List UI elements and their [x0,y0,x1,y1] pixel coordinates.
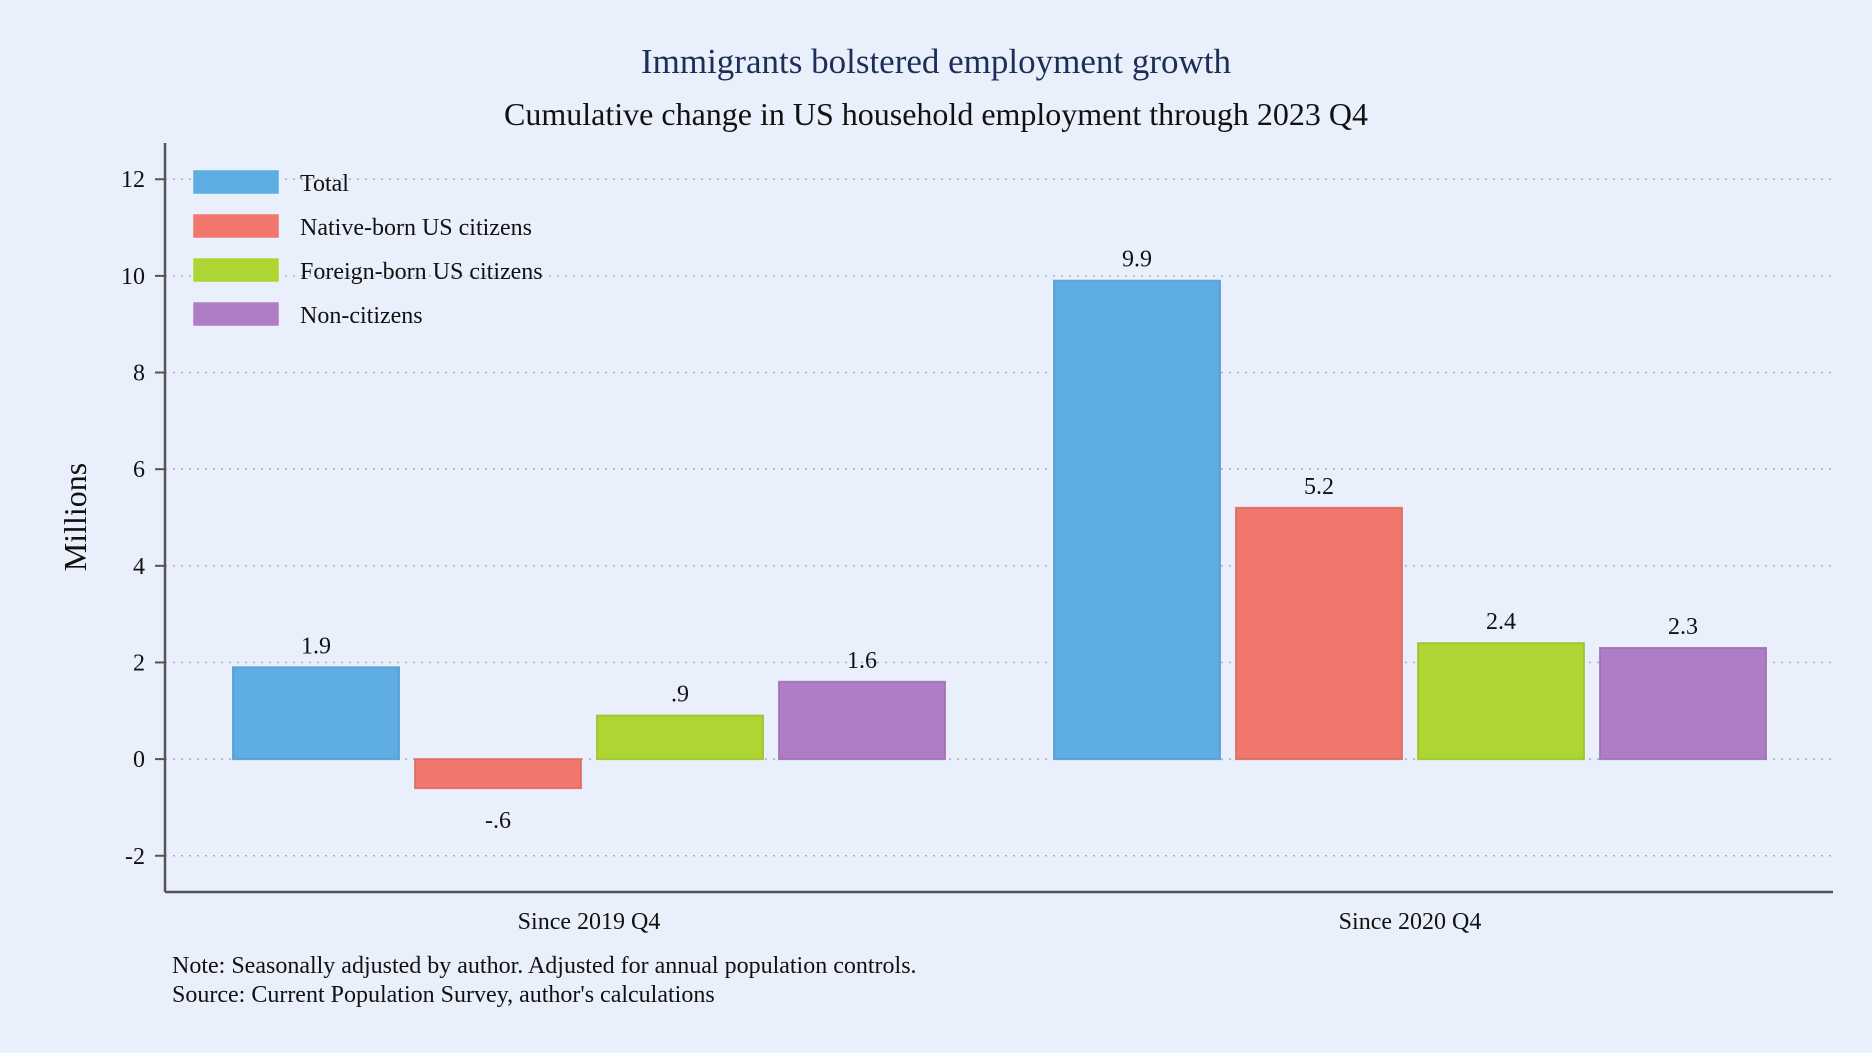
bar-outline [1053,279,1221,761]
y-tick-label: 4 [133,554,145,580]
legend-label: Total [300,171,349,197]
legend-swatch [193,258,279,282]
bar-outline [414,758,582,790]
bar-foreign-born-us-citizens-1 [596,714,764,761]
data-label: 2.3 [1668,614,1698,640]
bar-total-1 [232,666,400,761]
bar-native-born-us-citizens-1 [414,758,582,790]
data-label: .9 [671,682,689,708]
x-category-label: Since 2019 Q4 [518,909,661,935]
bar-outline [1235,506,1403,761]
data-label: -.6 [485,808,511,834]
legend-swatch [193,214,279,238]
legend: Total Native-born US citizens Foreign-born… [193,170,543,329]
y-axis-ticks: -2 0 2 4 6 8 10 12 [121,167,165,870]
y-tick-label: 12 [121,167,145,193]
legend-label: Foreign-born US citizens [300,259,543,285]
data-labels: 1.9 -.6 .9 1.6 9.9 5.2 2.4 2.3 [301,247,1698,834]
bar-outline [778,680,946,761]
source-text: Source: Current Population Survey, autho… [172,982,715,1008]
y-axis-label: Millions [57,463,93,571]
legend-swatch [193,302,279,326]
data-label: 1.6 [847,648,877,674]
bar-non-citizens-1 [778,680,946,761]
bar-total-2 [1053,279,1221,761]
notes: Note: Seasonally adjusted by author. Adj… [172,953,917,1008]
data-label: 2.4 [1486,609,1516,635]
grid-lines [165,178,1833,857]
legend-label: Non-citizens [300,303,423,329]
note-text: Note: Seasonally adjusted by author. Adj… [172,953,917,979]
chart-title: Immigrants bolstered employment growth [641,42,1232,81]
data-label: 5.2 [1304,474,1334,500]
bar-native-born-us-citizens-2 [1235,506,1403,761]
axes [163,143,1833,894]
y-tick-label: 10 [121,264,145,290]
data-label: 9.9 [1122,247,1152,273]
y-tick-label: 2 [133,650,145,676]
chart-subtitle: Cumulative change in US household employ… [504,96,1368,132]
y-tick-label: 8 [133,361,145,387]
bar-foreign-born-us-citizens-2 [1417,642,1585,761]
bars [232,279,1767,790]
y-tick-label: 0 [133,747,145,773]
bar-outline [1417,642,1585,761]
x-axis-categories: Since 2019 Q4 Since 2020 Q4 [518,909,1482,935]
y-tick-label: 6 [133,457,145,483]
bar-outline [596,714,764,761]
bar-outline [232,666,400,761]
y-tick-label: -2 [125,844,145,870]
data-label: 1.9 [301,633,331,659]
legend-label: Native-born US citizens [300,215,532,241]
x-category-label: Since 2020 Q4 [1339,909,1482,935]
legend-swatch [193,170,279,194]
bar-outline [1599,646,1767,761]
bar-non-citizens-2 [1599,646,1767,761]
